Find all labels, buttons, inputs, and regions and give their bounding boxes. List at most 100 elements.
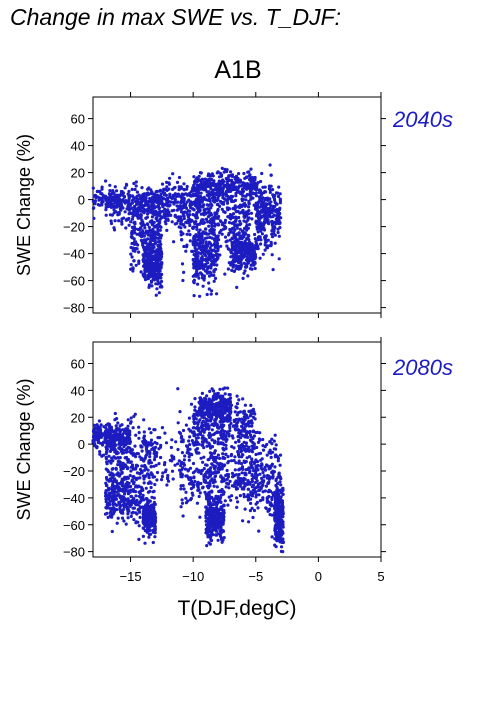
data-point <box>156 236 161 241</box>
data-point <box>208 419 212 423</box>
data-point <box>251 254 255 258</box>
data-point <box>156 228 160 232</box>
data-point <box>193 469 197 473</box>
data-point <box>155 277 159 281</box>
data-point <box>134 466 138 470</box>
data-point <box>224 452 228 456</box>
data-point <box>113 185 117 189</box>
data-point <box>224 439 228 443</box>
data-point <box>123 492 127 496</box>
data-point <box>212 409 216 413</box>
data-point <box>241 397 245 401</box>
data-point <box>166 218 170 222</box>
data-point <box>122 216 126 220</box>
data-point <box>143 196 147 200</box>
data-point <box>123 201 127 205</box>
data-point <box>236 500 240 504</box>
data-point <box>264 240 268 244</box>
data-point <box>206 232 211 236</box>
data-point <box>162 463 167 467</box>
data-point <box>216 198 220 202</box>
data-point <box>230 471 235 475</box>
data-point <box>166 204 170 208</box>
data-point <box>266 207 270 211</box>
data-point <box>254 247 258 251</box>
data-point <box>229 170 233 174</box>
data-point <box>228 479 232 483</box>
data-point <box>193 238 197 242</box>
data-point <box>188 209 192 213</box>
data-point <box>270 232 274 236</box>
data-point <box>212 228 216 232</box>
data-point <box>252 182 256 186</box>
data-point <box>225 180 229 184</box>
data-point <box>215 500 220 504</box>
data-point <box>249 403 253 407</box>
data-point <box>205 544 209 548</box>
data-point <box>261 252 265 256</box>
data-point <box>268 190 272 194</box>
data-point <box>116 463 120 467</box>
data-point <box>259 179 263 184</box>
data-point <box>173 197 177 202</box>
data-point <box>201 460 205 464</box>
data-point <box>247 223 252 227</box>
data-point <box>179 487 183 491</box>
data-point <box>134 180 138 184</box>
data-point <box>195 251 199 256</box>
data-point <box>156 240 160 244</box>
data-point <box>204 242 208 247</box>
data-point <box>210 289 214 293</box>
data-point <box>214 529 218 533</box>
data-point <box>197 442 201 446</box>
data-point <box>231 265 235 269</box>
data-point <box>131 195 135 199</box>
data-point <box>152 269 156 273</box>
data-point <box>129 494 133 499</box>
data-point <box>95 195 99 199</box>
data-point <box>242 411 246 415</box>
data-point <box>109 491 113 495</box>
data-point <box>109 221 114 226</box>
data-point <box>228 396 233 400</box>
data-point <box>141 258 145 262</box>
data-point <box>248 429 252 434</box>
data-point <box>216 246 220 250</box>
data-point <box>278 192 282 196</box>
data-point <box>216 223 220 227</box>
data-point <box>191 461 196 466</box>
data-point <box>208 389 212 393</box>
data-point <box>187 458 191 462</box>
data-point <box>107 428 111 432</box>
data-point <box>250 242 254 246</box>
data-point <box>138 515 142 520</box>
data-point <box>223 499 227 503</box>
data-point <box>182 182 186 186</box>
data-point <box>95 445 99 449</box>
data-point <box>214 417 218 421</box>
data-point <box>152 224 156 228</box>
data-point <box>240 417 244 421</box>
data-point <box>242 214 246 219</box>
data-point <box>131 510 135 514</box>
data-point <box>104 489 108 493</box>
data-point <box>155 219 159 223</box>
data-point <box>122 436 126 440</box>
data-point <box>230 494 234 498</box>
data-point <box>226 503 230 507</box>
data-point <box>188 435 192 439</box>
data-point <box>164 441 169 445</box>
data-point <box>137 436 141 440</box>
data-point <box>181 461 185 466</box>
y-tick-label: −60 <box>63 274 85 289</box>
data-point <box>137 431 141 435</box>
data-point <box>259 238 263 242</box>
data-point <box>159 279 164 284</box>
data-point <box>234 258 238 262</box>
data-point <box>149 431 153 435</box>
data-point <box>127 198 131 203</box>
data-point <box>198 236 202 241</box>
data-point <box>118 194 122 198</box>
data-point <box>213 258 217 262</box>
data-point <box>189 479 194 483</box>
